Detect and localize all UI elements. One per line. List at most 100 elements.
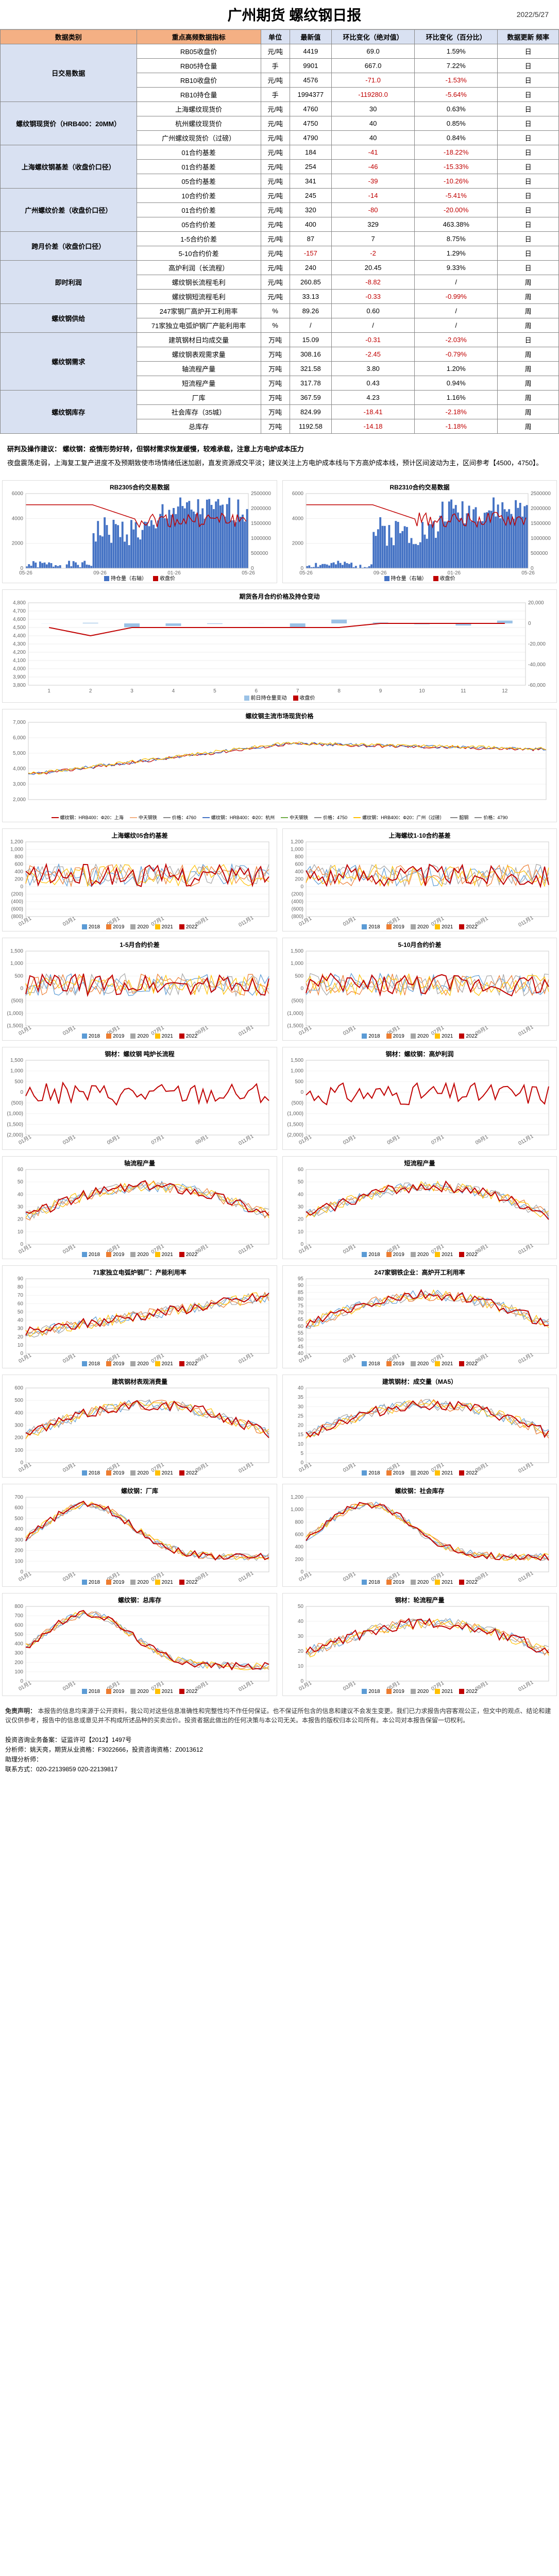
data-cell: 周 (498, 376, 559, 391)
svg-text:4,800: 4,800 (13, 600, 26, 606)
data-cell: 1.16% (415, 391, 498, 405)
data-cell: -2 (332, 246, 415, 261)
col-header: 最新值 (290, 30, 331, 44)
data-cell: 4419 (290, 44, 331, 59)
data-cell: 元/吨 (261, 290, 290, 304)
data-cell: 厂库 (137, 391, 261, 405)
table-row: 螺纹钢库存厂库万吨367.594.231.16%周 (1, 391, 559, 405)
chart-demand-trade: 051015202530354001月103月105月107月109月1011月… (282, 1375, 557, 1478)
svg-text:4,200: 4,200 (13, 650, 26, 655)
svg-text:400: 400 (14, 869, 23, 875)
data-cell: 日 (498, 131, 559, 145)
chart-legend: 20182019202020212022 (3, 1252, 277, 1258)
data-cell: -0.31 (332, 333, 415, 347)
data-cell: / (415, 275, 498, 290)
svg-text:0: 0 (20, 1460, 23, 1466)
svg-text:(200): (200) (11, 891, 23, 897)
svg-text:30: 30 (18, 1204, 24, 1210)
svg-text:(600): (600) (11, 906, 23, 912)
svg-text:(600): (600) (292, 906, 303, 912)
svg-text:500: 500 (14, 1516, 23, 1521)
svg-text:500: 500 (14, 1079, 23, 1084)
svg-text:400: 400 (14, 1527, 23, 1532)
svg-text:0: 0 (20, 1242, 23, 1247)
svg-text:0: 0 (300, 1090, 303, 1095)
chart-title: RB2310合约交易数据 (283, 483, 556, 492)
chart-title: 钢材：轮流程产量 (283, 1596, 556, 1604)
data-cell: -5.64% (415, 88, 498, 102)
report-header: 广州期货 螺纹钢日报 2022/5/27 (0, 0, 559, 29)
svg-text:(1,000): (1,000) (7, 1111, 23, 1116)
data-cell: -46 (332, 160, 415, 174)
data-table: 数据类别重点高频数据指标单位最新值环比变化（绝对值）环比变化（百分比）数据更新 … (0, 29, 559, 434)
svg-text:500: 500 (14, 1398, 23, 1403)
data-cell: 元/吨 (261, 275, 290, 290)
data-cell: -71.0 (332, 73, 415, 88)
chart-legend: 20182019202020212022 (283, 924, 556, 930)
svg-text:(500): (500) (11, 998, 23, 1004)
data-cell: 建筑钢材日均成交量 (137, 333, 261, 347)
svg-text:2000000: 2000000 (531, 506, 551, 512)
data-cell: 日 (498, 246, 559, 261)
data-cell: -41 (332, 145, 415, 160)
chart-demand-apparent: 010020030040050060001月103月105月107月109月10… (2, 1375, 277, 1478)
chart-basis-110: (800)(600)(400)(200)02004006008001,0001,… (282, 828, 557, 931)
chart-legend: 20182019202020212022 (283, 1033, 556, 1039)
data-cell: 05合约价差 (137, 217, 261, 232)
data-cell: 日 (498, 261, 559, 275)
data-cell: 317.78 (290, 376, 331, 391)
data-cell: 元/吨 (261, 44, 290, 59)
chart-legend: 20182019202020212022 (283, 1689, 556, 1694)
svg-text:40: 40 (18, 1317, 24, 1323)
data-cell: 日 (498, 189, 559, 203)
chart-title: RB2305合约交易数据 (3, 483, 277, 492)
chart-stock-social: 02004006008001,0001,20001月103月105月107月10… (282, 1484, 557, 1587)
data-cell: RB10收盘价 (137, 73, 261, 88)
svg-text:200: 200 (295, 1556, 303, 1562)
svg-text:100: 100 (14, 1447, 23, 1453)
svg-text:40: 40 (18, 1192, 24, 1197)
svg-text:60: 60 (298, 1324, 304, 1329)
svg-text:500: 500 (295, 973, 303, 979)
svg-text:4,300: 4,300 (13, 641, 26, 647)
col-header: 重点高频数据指标 (137, 30, 261, 44)
disclaimer-body: 本报告的信息均来源于公开资料，我公司对这些信息准确性和完整性均不作任何保证。也不… (5, 1707, 551, 1724)
data-cell: -0.79% (415, 347, 498, 362)
svg-text:(400): (400) (292, 899, 303, 905)
data-cell: 0.43 (332, 376, 415, 391)
svg-text:(2,000): (2,000) (7, 1132, 23, 1138)
svg-text:1,500: 1,500 (10, 948, 23, 954)
chart-spot-price: 2,0003,0004,0005,0006,0007,000螺纹钢主流市场现货价… (2, 709, 557, 822)
svg-text:700: 700 (14, 1613, 23, 1619)
svg-text:500000: 500000 (251, 551, 268, 556)
chart-legend: 20182019202020212022 (283, 1361, 556, 1367)
chart-title: 5-10月合约价差 (283, 940, 556, 949)
data-cell: 4.23 (332, 391, 415, 405)
data-cell: 0.63% (415, 102, 498, 116)
data-cell: -0.33 (332, 290, 415, 304)
svg-text:800: 800 (295, 1519, 303, 1525)
data-cell: -1.18% (415, 419, 498, 434)
data-cell: 1994377 (290, 88, 331, 102)
disclaimer-title: 免责声明： (5, 1707, 36, 1715)
data-cell: 308.16 (290, 347, 331, 362)
table-row: 上海螺纹钢基差（收盘价口径）01合约基差元/吨184-41-18.22%日 (1, 145, 559, 160)
disclaimer: 免责声明： 本报告的信息均来源于公开资料，我公司对这些信息准确性和完整性均不作任… (5, 1706, 554, 1725)
data-cell: 3.80 (332, 362, 415, 376)
data-cell: 日 (498, 232, 559, 246)
data-cell: 日 (498, 59, 559, 73)
svg-text:400: 400 (295, 1544, 303, 1550)
data-cell: 高炉利润（长流程） (137, 261, 261, 275)
data-cell: 元/吨 (261, 189, 290, 203)
data-cell: 240 (290, 261, 331, 275)
svg-text:2,000: 2,000 (13, 797, 26, 803)
svg-text:400: 400 (295, 869, 303, 875)
svg-text:50: 50 (298, 1604, 304, 1609)
data-cell: 1.20% (415, 362, 498, 376)
table-row: 螺纹钢需求建筑钢材日均成交量万吨15.09-0.31-2.03%日 (1, 333, 559, 347)
svg-text:(400): (400) (11, 899, 23, 905)
judgment-title: 研判及操作建议： (7, 445, 61, 453)
col-header: 数据类别 (1, 30, 137, 44)
svg-text:(200): (200) (292, 891, 303, 897)
chart-title: 短流程产量 (283, 1159, 556, 1167)
